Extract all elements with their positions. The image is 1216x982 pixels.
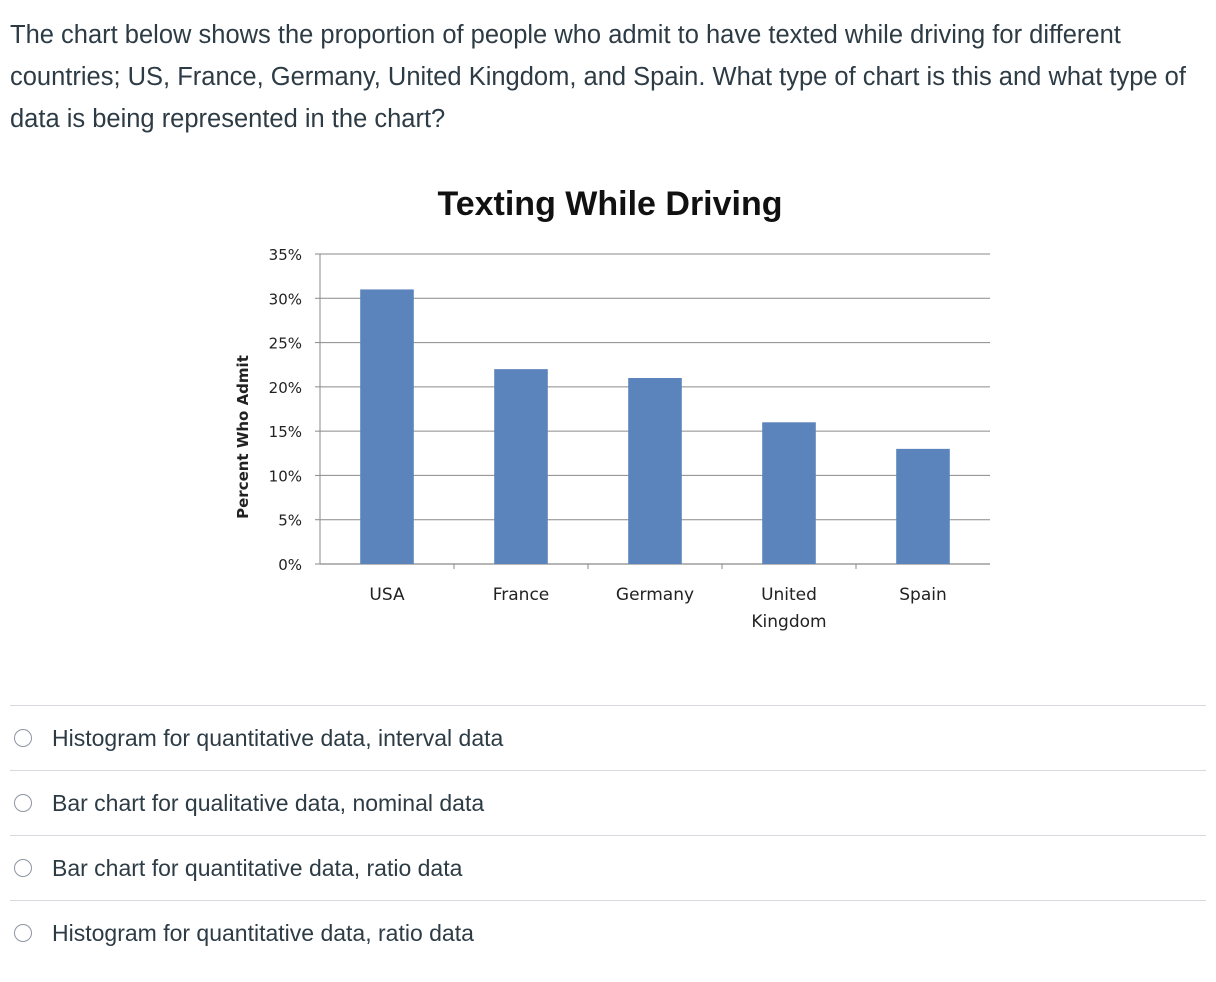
radio-icon[interactable]	[14, 794, 32, 812]
answer-label: Histogram for quantitative data, ratio d…	[52, 919, 474, 946]
y-tick-label: 0%	[278, 556, 302, 574]
answer-list: Histogram for quantitative data, interva…	[10, 705, 1206, 965]
answer-option-4[interactable]: Histogram for quantitative data, ratio d…	[10, 900, 1206, 965]
answer-option-3[interactable]: Bar chart for quantitative data, ratio d…	[10, 835, 1206, 900]
bar-france	[494, 369, 548, 564]
x-tick-label: Germany	[616, 585, 694, 605]
radio-icon[interactable]	[14, 859, 32, 877]
x-tick-label: USA	[369, 585, 405, 605]
x-tick-label: United	[761, 585, 817, 605]
bar-spain	[896, 448, 950, 564]
answer-label: Bar chart for quantitative data, ratio d…	[52, 854, 463, 881]
answer-label: Bar chart for qualitative data, nominal …	[52, 789, 485, 816]
bar-germany	[628, 378, 682, 564]
y-tick-label: 35%	[269, 246, 302, 264]
x-tick-label: France	[493, 585, 550, 605]
bar-usa	[360, 289, 414, 564]
y-tick-label: 30%	[269, 290, 302, 308]
answer-option-1[interactable]: Histogram for quantitative data, interva…	[10, 705, 1206, 770]
answer-option-2[interactable]: Bar chart for qualitative data, nominal …	[10, 770, 1206, 835]
y-axis-label: Percent Who Admit	[234, 355, 252, 519]
y-tick-label: 15%	[269, 423, 302, 441]
chart-title: Texting While Driving	[437, 185, 782, 223]
radio-icon[interactable]	[14, 729, 32, 747]
x-tick-label: Kingdom	[751, 612, 826, 632]
question-text: The chart below shows the proportion of …	[10, 21, 1186, 133]
y-tick-label: 10%	[269, 467, 302, 485]
bar-united-kingdom	[762, 422, 816, 564]
answer-label: Histogram for quantitative data, interva…	[52, 724, 504, 751]
radio-icon[interactable]	[14, 924, 32, 942]
chart-svg: Texting While Driving 0% 5% 10% 15% 20% 25% 30%…	[234, 185, 990, 632]
y-tick-label: 5%	[278, 512, 302, 530]
x-tick-label: Spain	[899, 585, 947, 605]
bar-chart: Texting While Driving 0% 5% 10% 15% 20% 25% 30%…	[210, 160, 1030, 660]
y-tick-label: 20%	[269, 379, 302, 397]
y-tick-label: 25%	[269, 335, 302, 353]
